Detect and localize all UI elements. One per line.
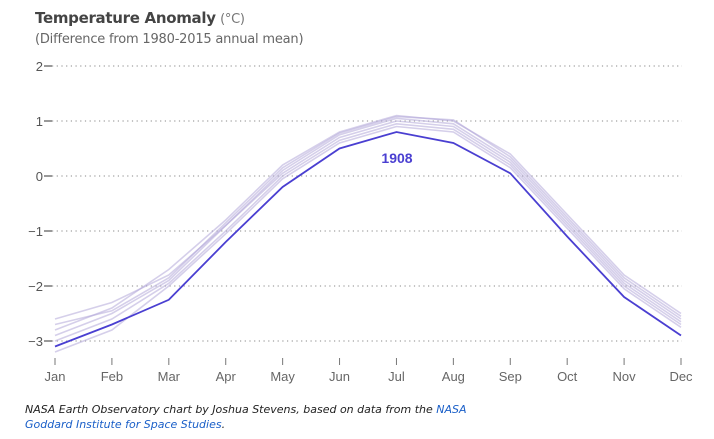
credit-footer: NASA Earth Observatory chart by Joshua S… [25, 402, 485, 432]
y-tick-label: −1 [28, 224, 43, 239]
chart-subtitle: (Difference from 1980-2015 annual mean) [35, 32, 304, 47]
x-tick-label: Mar [158, 369, 181, 384]
y-tick-label: 1 [36, 114, 43, 129]
x-tick-label: Nov [613, 369, 637, 384]
x-tick-label: Jul [388, 369, 405, 384]
credit-text: NASA Earth Observatory chart by Joshua S… [25, 403, 437, 416]
y-tick-label: 0 [36, 169, 43, 184]
background-year-line [54, 125, 682, 353]
background-year-line [54, 114, 682, 331]
x-tick-label: Sep [499, 369, 522, 384]
background-year-line [54, 122, 682, 342]
background-year-line [54, 120, 682, 323]
y-tick-label: −3 [28, 334, 43, 349]
title-unit: (°C) [220, 12, 245, 27]
series-label-1908: 1908 [381, 150, 412, 166]
giss-link[interactable]: NASA Goddard Institute for Space Studies [25, 403, 467, 431]
chart-title: Temperature Anomaly (°C) [35, 9, 245, 27]
background-year-line [54, 115, 682, 326]
x-tick-label: Dec [669, 369, 693, 384]
x-tick-label: Jan [45, 369, 66, 384]
y-tick-label: 2 [36, 59, 43, 74]
background-year-line [54, 117, 682, 337]
x-tick-label: Apr [216, 369, 237, 384]
x-tick-label: May [270, 369, 295, 384]
credit-end: . [221, 418, 226, 431]
x-tick-label: Oct [557, 369, 578, 384]
x-tick-label: Jun [329, 369, 350, 384]
highlight-year-line [54, 131, 682, 348]
x-tick-label: Aug [442, 369, 465, 384]
x-tick-label: Feb [101, 369, 123, 384]
y-tick-label: −2 [28, 279, 43, 294]
line-chart: 2 1 0 −1 −2 −3 Jan Feb Mar Apr May Jun Jul Aug Sep Oct N… [28, 59, 693, 384]
